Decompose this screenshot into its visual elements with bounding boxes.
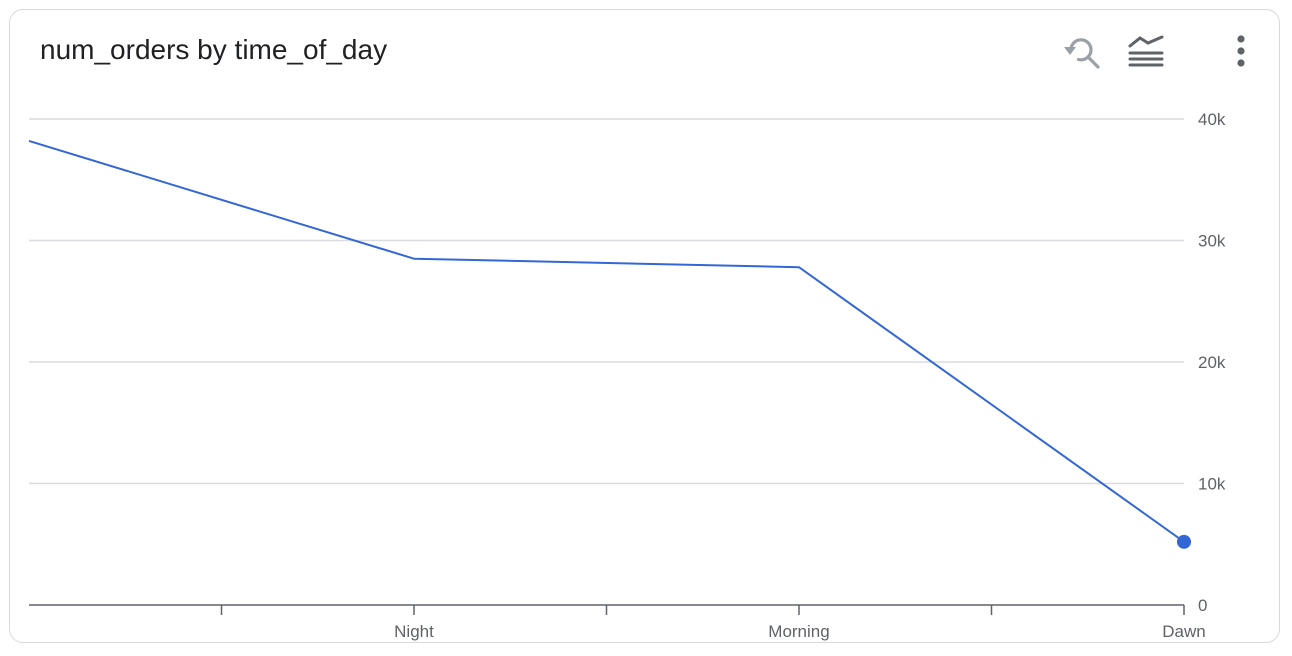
more-options-button[interactable] <box>1218 28 1264 74</box>
legend-toggle-icon <box>1128 35 1164 67</box>
y-tick-label: 20k <box>1198 353 1226 372</box>
y-tick-label: 10k <box>1198 475 1226 494</box>
x-axis <box>29 604 1185 615</box>
x-tick-label: Night <box>394 622 434 641</box>
y-tick-label: 30k <box>1198 232 1226 251</box>
chart-card: num_orders by time_of_day <box>9 9 1280 643</box>
tick-labels: 0 10k 20k 30k 40k Night Morning Dawn <box>394 110 1226 641</box>
chart-title: num_orders by time_of_day <box>40 34 388 65</box>
gridlines <box>29 118 1184 485</box>
y-tick-label: 0 <box>1198 596 1207 615</box>
y-tick-label: 40k <box>1198 110 1226 129</box>
zoom-reset-icon <box>1064 38 1100 69</box>
x-tick-label: Dawn <box>1162 622 1205 641</box>
data-point <box>1177 534 1191 549</box>
series-layer <box>28 139 1191 549</box>
zoom-reset-button[interactable] <box>1060 28 1106 74</box>
legend-toggle-button[interactable] <box>1123 28 1169 74</box>
x-tick-label: Morning <box>768 622 829 641</box>
line-chart: 0 10k 20k 30k 40k Night Morning Dawn <box>28 110 1226 641</box>
series-line <box>28 139 1185 543</box>
more-vert-icon <box>1237 35 1245 67</box>
